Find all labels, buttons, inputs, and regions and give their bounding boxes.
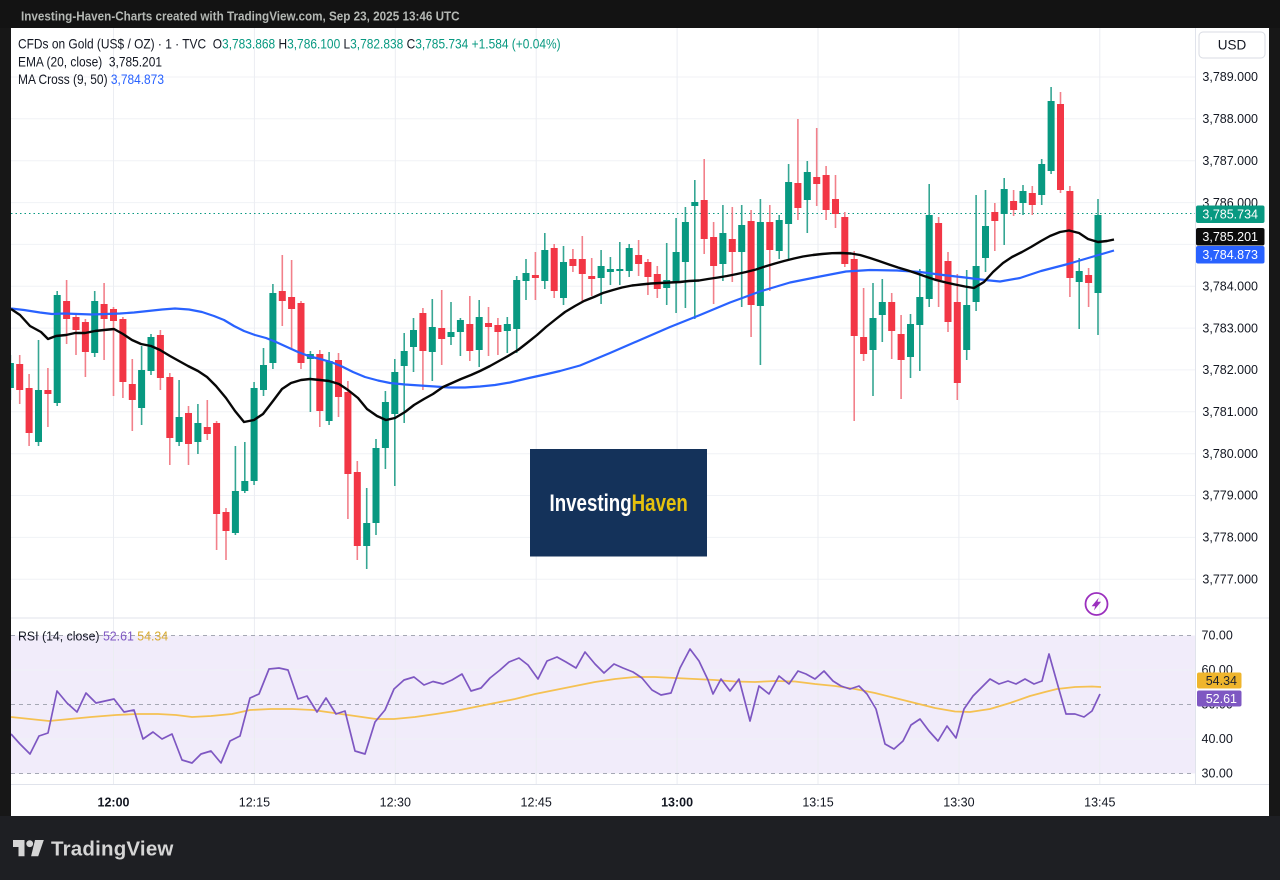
svg-text:3,784.000: 3,784.000 [1202,279,1258,293]
svg-text:3,788.000: 3,788.000 [1202,112,1258,126]
svg-text:12:00: 12:00 [98,796,130,810]
svg-text:12:45: 12:45 [521,796,552,810]
svg-text:RSI (14, close) 52.61 54.34: RSI (14, close) 52.61 54.34 [18,629,168,643]
svg-text:3,781.000: 3,781.000 [1202,405,1258,419]
svg-text:Investing-Haven-Charts created: Investing-Haven-Charts created with Trad… [21,9,460,24]
svg-text:12:30: 12:30 [380,796,411,810]
svg-text:13:45: 13:45 [1084,796,1115,810]
svg-text:3,777.000: 3,777.000 [1202,572,1258,586]
svg-text:USD: USD [1218,38,1247,53]
svg-text:InvestingHaven: InvestingHaven [550,490,688,517]
svg-text:12:15: 12:15 [239,796,270,810]
svg-text:13:00: 13:00 [661,796,693,810]
svg-text:70.00: 70.00 [1202,629,1233,643]
svg-text:3,783.000: 3,783.000 [1202,321,1258,335]
svg-text:30.00: 30.00 [1202,767,1233,781]
svg-text:52.61: 52.61 [1206,692,1237,706]
svg-text:MA Cross (9, 50) 3,784.873: MA Cross (9, 50) 3,784.873 [18,71,164,87]
svg-text:3,779.000: 3,779.000 [1202,489,1258,503]
svg-text:3,780.000: 3,780.000 [1202,447,1258,461]
svg-text:TradingView: TradingView [51,838,174,861]
svg-text:13:30: 13:30 [943,796,974,810]
svg-text:3,782.000: 3,782.000 [1202,363,1258,377]
svg-text:3,784.873: 3,784.873 [1202,248,1258,262]
svg-text:3,778.000: 3,778.000 [1202,531,1258,545]
svg-text:3,789.000: 3,789.000 [1202,70,1258,84]
svg-text:CFDs on Gold (US$ / OZ) · 1 ·: CFDs on Gold (US$ / OZ) · 1 · TVC O3,783… [18,36,561,52]
svg-text:40.00: 40.00 [1202,732,1233,746]
svg-text:3,787.000: 3,787.000 [1202,154,1258,168]
svg-text:13:15: 13:15 [802,796,833,810]
svg-text:54.34: 54.34 [1206,674,1237,688]
svg-text:EMA (20, close) 3,785.201: EMA (20, close) 3,785.201 [18,54,162,70]
svg-text:3,785.201: 3,785.201 [1202,230,1258,244]
svg-text:3,785.734: 3,785.734 [1202,208,1258,222]
